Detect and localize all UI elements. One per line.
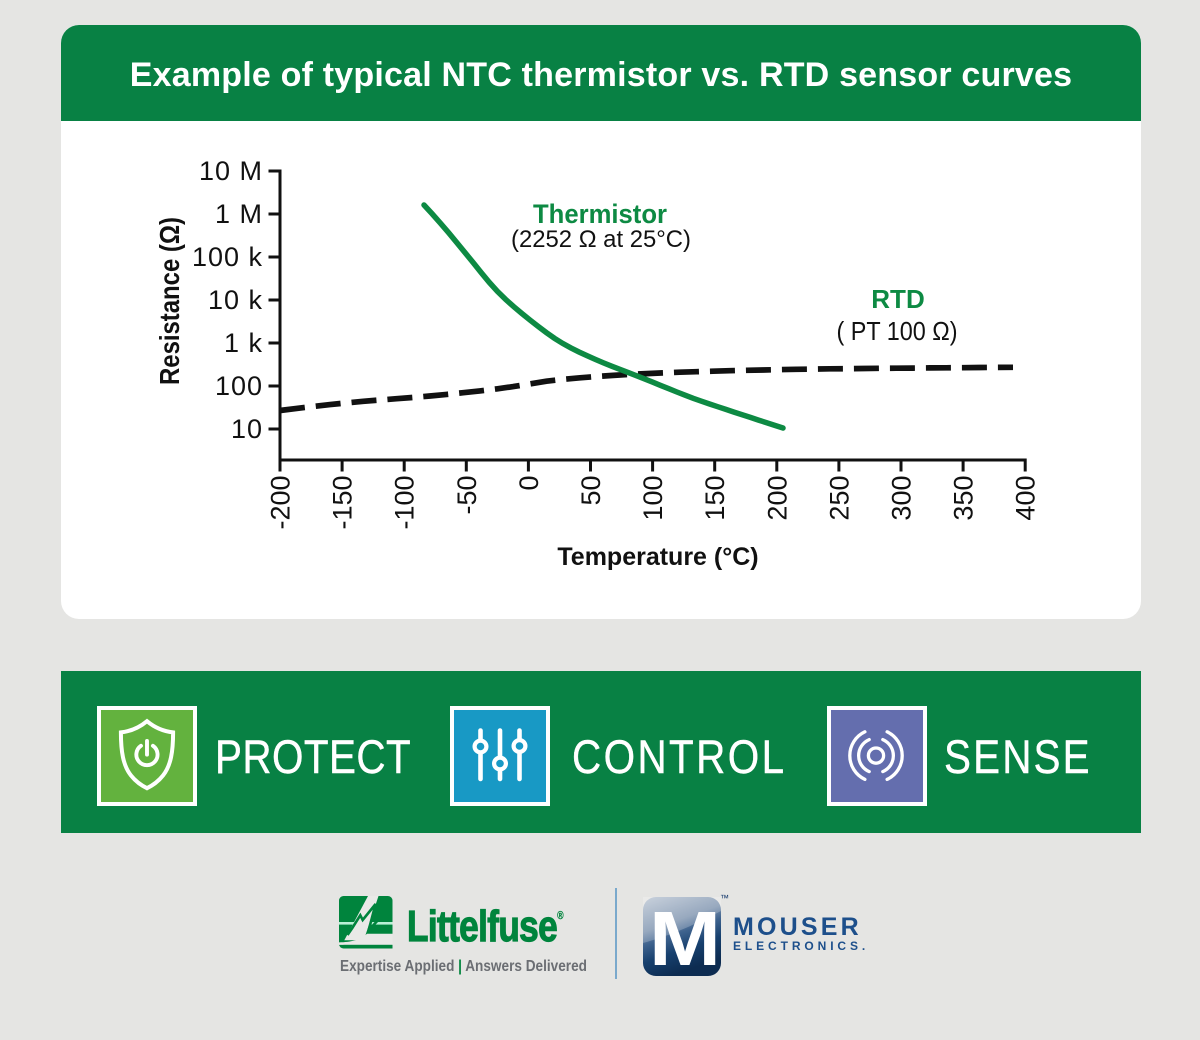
svg-text:-100: -100 xyxy=(390,476,420,530)
svg-text:10 M: 10 M xyxy=(199,156,263,186)
svg-text:Resistance (Ω): Resistance (Ω) xyxy=(154,217,185,385)
svg-text:0: 0 xyxy=(514,476,544,491)
svg-text:-200: -200 xyxy=(266,476,296,530)
svg-text:Temperature (°C): Temperature (°C) xyxy=(557,543,758,571)
svg-text:-50: -50 xyxy=(452,476,482,515)
svg-text:200: 200 xyxy=(762,476,792,521)
svg-text:RTD: RTD xyxy=(871,284,924,314)
svg-text:250: 250 xyxy=(824,476,854,521)
svg-text:-150: -150 xyxy=(328,476,358,530)
svg-text:10: 10 xyxy=(231,414,263,444)
svg-text:100: 100 xyxy=(215,371,263,401)
svg-text:M: M xyxy=(649,897,721,976)
svg-text:1 k: 1 k xyxy=(224,328,263,358)
svg-text:100: 100 xyxy=(638,476,668,521)
svg-text:1 M: 1 M xyxy=(215,199,263,229)
svg-text:350: 350 xyxy=(949,476,979,521)
svg-text:300: 300 xyxy=(887,476,917,521)
svg-text:Thermistor: Thermistor xyxy=(533,199,667,229)
svg-text:100 k: 100 k xyxy=(192,242,263,272)
svg-text:10 k: 10 k xyxy=(208,285,263,315)
svg-text:50: 50 xyxy=(576,476,606,506)
svg-text:(2252 Ω at 25°C): (2252 Ω at 25°C) xyxy=(511,226,691,253)
svg-text:150: 150 xyxy=(700,476,730,521)
svg-text:( PT 100 Ω): ( PT 100 Ω) xyxy=(837,316,958,346)
svg-text:400: 400 xyxy=(1011,476,1041,521)
